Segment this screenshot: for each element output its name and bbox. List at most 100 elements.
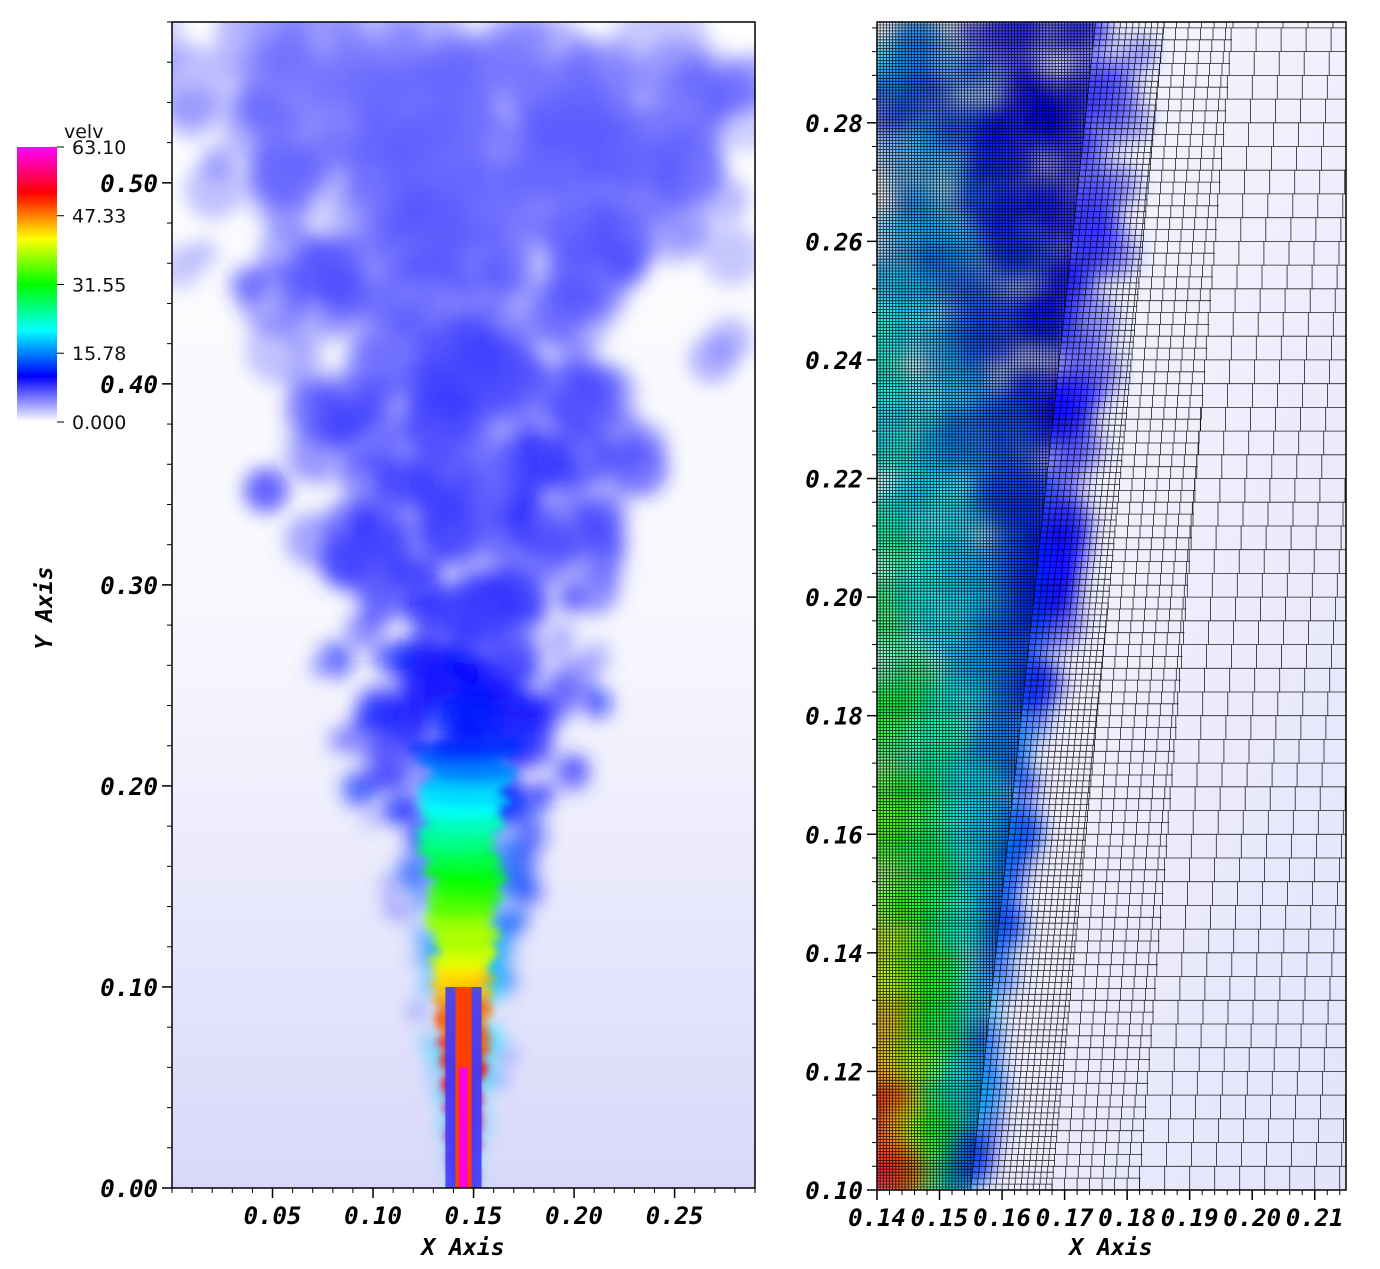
inlet-peak [459,1067,468,1188]
y-tick-label: 0.14 [805,940,863,968]
left-y-ticks: 0.00 0.10 0.20 0.30 0.40 0.50 [100,21,172,1203]
plume-blob [282,306,333,357]
plume-blob [328,726,356,754]
y-tick-label: 0.28 [805,110,863,138]
plume-blob [451,52,503,103]
x-tick-label: 0.17 [1036,1204,1094,1232]
plume-blob [275,281,311,316]
plume-blob [632,92,673,132]
plume-blob [352,519,415,582]
plume-blob [345,612,382,649]
left-x-ticks: 0.05 0.10 0.15 0.20 0.25 [171,1188,756,1230]
plume-blob [391,703,427,739]
plume-blob [306,658,327,679]
plume-blob [382,877,400,895]
left-y-axis-title: Y Axis [32,566,58,649]
plume-blob [433,337,513,418]
zoom-plume-blob [930,448,964,482]
plume-blob [318,532,368,583]
zoom-plume-blob [949,800,1003,854]
zoom-plume-blob [1001,232,1057,288]
colorbar-label: 31.55 [72,275,126,297]
x-tick-label: 0.18 [1098,1204,1156,1232]
plume-blob [490,1071,505,1086]
colorbar-label: 63.10 [72,137,126,159]
plume-blob [688,335,737,384]
plume-blob [421,1033,440,1052]
plume-blob [554,655,599,699]
plume-blob [481,577,529,625]
x-tick-label: 0.20 [1223,1204,1281,1232]
plume-blob [547,242,591,286]
plume-blob [412,926,430,944]
zoom-plume-blob [927,694,951,717]
plume-blob [360,810,379,829]
plume-blob [243,43,336,137]
plume-blob [412,951,429,967]
x-tick-label: 0.10 [344,1202,402,1230]
plume-blob [403,877,422,896]
y-tick-label: 0.00 [100,1175,158,1203]
x-tick-label: 0.21 [1286,1204,1344,1232]
plume-blob [621,421,668,468]
plume-blob [492,629,539,676]
right-plot-panel: 0.14 0.15 0.16 0.17 0.18 0.19 0.20 0.21 0.10 0.1… [805,21,1347,1261]
x-tick-label: 0.16 [973,1204,1031,1232]
colorbar-label: 0.000 [72,412,126,434]
plume-blob [701,225,755,286]
plume-blob [581,687,613,719]
y-tick-label: 0.10 [100,974,158,1002]
plume-blob [571,568,619,615]
left-velocity-field [172,22,755,1188]
jet-core-segment [434,737,522,752]
plume-blob [378,647,415,684]
x-tick-label: 0.25 [646,1202,704,1230]
plume-blob [243,136,310,203]
left-plot-panel: 0.05 0.10 0.15 0.20 0.25 0.00 0.10 0.20 0.30 0.4… [32,21,756,1261]
plume-blob [382,898,399,915]
left-x-axis-title: X Axis [419,1235,504,1261]
jet-inlet [445,986,482,1188]
plume-halo [172,22,755,1188]
right-y-ticks: 0.10 0.12 0.14 0.16 0.18 0.20 0.22 0.24 0.26 0.28 [805,27,877,1205]
y-tick-label: 0.26 [805,228,863,256]
y-tick-label: 0.20 [805,584,863,612]
plume-blob [587,152,637,202]
plume-blob [366,734,391,759]
y-tick-label: 0.24 [805,347,863,375]
plume-blob [410,1004,426,1019]
plume-blob [582,508,627,554]
colorbar: velv 63.10 47.33 31.55 15.78 0.000 [17,121,126,434]
plume-blob [243,467,289,513]
y-tick-label: 0.30 [100,572,158,600]
plume-blob [498,1046,514,1063]
colorbar-gradient [17,147,57,422]
y-tick-label: 0.16 [805,821,863,849]
zoom-plume-blob [969,391,1013,435]
plume-blob [532,786,552,806]
plume-blob [530,501,588,559]
y-tick-label: 0.20 [100,773,158,801]
x-tick-label: 0.20 [545,1202,603,1230]
plume-blob [342,770,378,807]
zoom-plume-blob [975,467,1038,529]
plume-blob [547,428,609,491]
plume-blob [657,60,731,134]
plume-blob [420,173,488,242]
right-x-ticks: 0.14 0.15 0.16 0.17 0.18 0.19 0.20 0.21 [848,1190,1344,1232]
plume-blob [417,643,462,688]
colorbar-label: 47.33 [72,206,126,228]
x-tick-label: 0.05 [244,1202,302,1230]
plume-blob [200,144,237,181]
colorbar-label: 15.78 [72,343,126,365]
plume-blob [385,751,426,792]
plume-blob [419,227,523,332]
y-tick-label: 0.50 [100,170,158,198]
x-tick-label: 0.15 [445,1202,503,1230]
colorbar-title: velv [64,121,103,143]
plume-blob [420,498,480,558]
y-tick-label: 0.10 [805,1177,863,1205]
plume-blob [322,371,378,427]
